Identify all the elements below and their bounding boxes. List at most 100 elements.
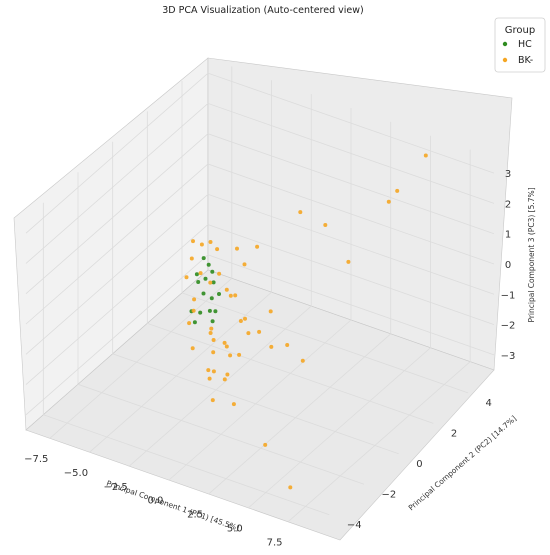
- point-hc: [196, 280, 201, 284]
- point-bk: [210, 398, 215, 403]
- y-gridline: [112, 141, 399, 455]
- x-tick-label: 0.0: [147, 496, 163, 507]
- z-gridline: [25, 102, 495, 264]
- point-bk: [224, 287, 229, 292]
- point-bk: [191, 308, 196, 313]
- legend: Group HC BK-: [494, 17, 546, 73]
- point-hc: [203, 276, 208, 281]
- x-gridline: [208, 121, 392, 495]
- point-bk: [225, 372, 230, 377]
- x-gridline: [168, 108, 352, 481]
- y-gridline: [146, 111, 434, 424]
- point-bk: [189, 256, 194, 261]
- point-bk: [386, 199, 391, 204]
- point-bk: [211, 369, 216, 374]
- grid-lines: [25, 66, 495, 522]
- point-hc: [201, 256, 206, 261]
- legend-marker-hc: [502, 41, 508, 47]
- y-gridline: [42, 202, 330, 516]
- y-tick-label: 4: [486, 398, 492, 409]
- y-tick-label: −2: [382, 490, 397, 501]
- point-bk: [246, 331, 251, 336]
- z-tick-label: −1: [501, 290, 516, 301]
- y-gridline: [181, 80, 469, 394]
- legend-box: [494, 17, 546, 73]
- x-gridline: [287, 149, 471, 522]
- point-hc: [210, 319, 215, 324]
- point-bk: [207, 376, 212, 381]
- point-bk: [192, 297, 197, 302]
- point-bk: [285, 343, 290, 347]
- z-gridline: [25, 72, 495, 234]
- z-gridline: [25, 133, 495, 295]
- point-bk: [288, 485, 293, 490]
- point-bk: [208, 280, 213, 285]
- point-bk: [231, 402, 236, 407]
- point-bk: [211, 350, 216, 355]
- point-bk: [198, 271, 203, 276]
- point-bk: [224, 344, 229, 349]
- point-bk: [199, 242, 204, 247]
- point-bk: [233, 293, 238, 298]
- point-bk: [257, 329, 262, 334]
- x-tick-label: 5.0: [227, 523, 243, 534]
- legend-label-hc: HC: [518, 39, 532, 50]
- point-hc: [194, 272, 199, 277]
- point-hc: [213, 309, 218, 314]
- x-gridline: [49, 66, 233, 439]
- point-bk: [222, 377, 227, 382]
- point-hc: [192, 320, 197, 325]
- point-bk: [208, 331, 213, 335]
- z-tick-label: 0: [505, 260, 511, 271]
- point-bk: [208, 240, 213, 244]
- point-hc: [217, 292, 221, 296]
- point-bk: [187, 321, 192, 326]
- point-bk: [209, 326, 214, 331]
- x-gridline: [248, 135, 431, 509]
- x-gridline: [89, 80, 272, 453]
- point-bk: [211, 338, 216, 342]
- point-bk: [300, 358, 305, 363]
- chart-title: 3D PCA Visualization (Auto-centered view…: [162, 5, 364, 16]
- x-tick-label: 2.5: [187, 510, 203, 521]
- point-bk: [298, 210, 303, 215]
- point-hc: [209, 296, 214, 301]
- point-bk: [190, 346, 195, 351]
- point-bk: [346, 259, 351, 264]
- legend-title: Group: [505, 25, 535, 36]
- point-hc: [207, 308, 212, 313]
- point-hc: [210, 269, 215, 274]
- point-bk: [423, 153, 428, 158]
- point-bk: [395, 188, 400, 193]
- z-tick-label: −3: [501, 351, 516, 362]
- z-tick-label: 3: [505, 169, 511, 180]
- point-bk: [206, 368, 211, 373]
- point-bk: [222, 340, 227, 345]
- point-bk: [263, 442, 268, 447]
- point-bk: [235, 246, 239, 251]
- point-bk: [228, 293, 233, 298]
- legend-marker-bk: [502, 57, 508, 63]
- point-bk: [269, 344, 274, 349]
- z-axis-label: Principal Component 3 (PC3) [5.7%]: [527, 187, 536, 322]
- y-tick-label: −4: [347, 520, 362, 531]
- point-bk: [228, 353, 233, 358]
- y-tick-label: 0: [416, 459, 422, 470]
- point-bk: [242, 262, 247, 267]
- x-tick-label: −5.0: [64, 468, 88, 479]
- point-bk: [255, 244, 260, 249]
- point-hc: [206, 262, 211, 267]
- point-bk: [268, 309, 273, 314]
- y-gridline: [77, 172, 365, 485]
- point-bk: [323, 223, 328, 227]
- z-gridline: [25, 193, 495, 355]
- point-bk: [237, 352, 242, 357]
- point-hc: [211, 280, 216, 285]
- tick-labels: −7.5 −5.0 −2.5 0.0 2.5 5.0 7.5 −4 −2 0 2 4 −3 −2 −1 0 1 2…: [24, 169, 515, 548]
- z-tick-label: 2: [505, 199, 511, 210]
- point-bk: [184, 275, 189, 280]
- z-gridline: [25, 254, 495, 416]
- point-bk: [238, 319, 243, 323]
- z-gridline: [25, 224, 495, 385]
